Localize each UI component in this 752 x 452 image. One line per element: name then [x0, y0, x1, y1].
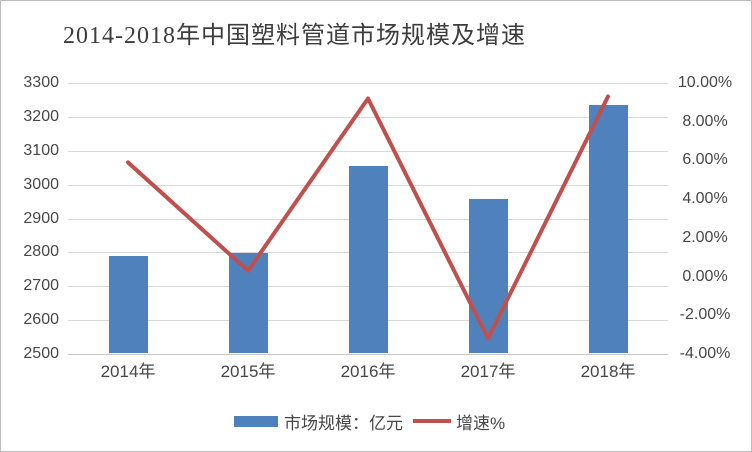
legend-bar-swatch	[234, 415, 278, 427]
plot-area	[68, 83, 668, 355]
growth-line-layer	[126, 94, 610, 341]
bar-2014年	[108, 255, 148, 353]
y-axis-tick-label: 3100	[23, 141, 59, 159]
legend-line-label: 增速%	[456, 413, 506, 433]
y-axis-tick-label: 3300	[23, 74, 59, 91]
y-axis-tick-label: 2900	[23, 209, 59, 227]
x-axis-label-2017年: 2017年	[460, 362, 516, 381]
x-axis-label-2016年: 2016年	[340, 362, 396, 381]
y-axis-tick-label: 2800	[23, 243, 59, 261]
x-axis-label-2014年: 2014年	[100, 362, 156, 381]
x-axis-label-2015年: 2015年	[220, 362, 276, 381]
x-axis-line	[68, 354, 668, 355]
y2-axis-tick-label: 2.00%	[682, 228, 728, 246]
y2-axis-tick-label: -2.00%	[679, 306, 731, 324]
y2-axis-tick-label: 8.00%	[682, 112, 728, 130]
y2-axis-tick-label: 6.00%	[682, 151, 728, 169]
bar-2018年	[588, 105, 628, 353]
y-axis-tick-label: 2500	[23, 345, 59, 362]
gridline	[68, 116, 668, 118]
growth-line	[126, 94, 610, 341]
gridline	[68, 83, 668, 84]
y-axis-tick-label: 2600	[23, 311, 59, 329]
bar-2017年	[468, 198, 508, 353]
legend-bar-label: 市场规模：亿元	[284, 413, 403, 433]
chart-title: 2014-2018年中国塑料管道市场规模及增速	[63, 23, 526, 49]
y-axis-tick-label: 2700	[23, 277, 59, 295]
y2-axis-tick-label: -4.00%	[679, 345, 731, 362]
x-axis-label-2018年: 2018年	[580, 362, 636, 381]
gridline	[68, 150, 668, 152]
y-axis-tick-label: 3000	[23, 175, 59, 193]
legend-line-swatch	[413, 419, 451, 423]
y2-axis-tick-label: 4.00%	[682, 190, 728, 208]
y2-axis-tick-label: 10.00%	[677, 74, 733, 91]
y-axis-tick-label: 3200	[23, 107, 59, 125]
legend: 市场规模：亿元 增速%	[234, 412, 505, 433]
bar-2016年	[348, 165, 388, 353]
y2-axis-tick-label: 0.00%	[682, 267, 728, 285]
